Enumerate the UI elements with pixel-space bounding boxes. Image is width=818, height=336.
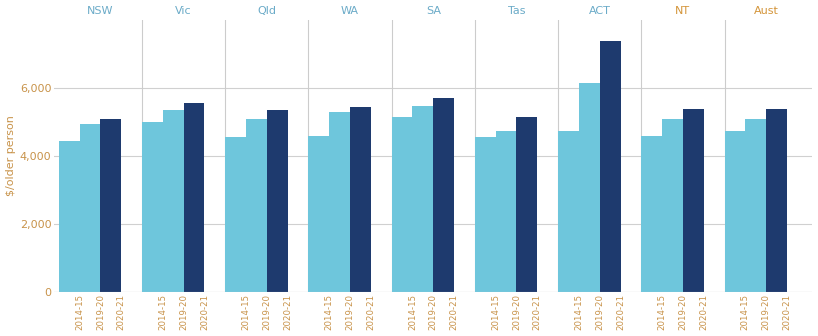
Bar: [79, 124, 101, 292]
Bar: [225, 137, 246, 292]
Bar: [184, 103, 204, 292]
Bar: [412, 106, 434, 292]
Bar: [516, 117, 537, 292]
Bar: [142, 122, 163, 292]
Bar: [683, 109, 703, 292]
Bar: [641, 136, 662, 292]
Bar: [392, 117, 412, 292]
Bar: [308, 136, 330, 292]
Y-axis label: $/older person: $/older person: [6, 116, 16, 197]
Bar: [246, 119, 267, 292]
Bar: [101, 119, 121, 292]
Bar: [662, 119, 683, 292]
Bar: [725, 131, 745, 292]
Bar: [475, 137, 496, 292]
Bar: [600, 41, 621, 292]
Bar: [330, 112, 350, 292]
Bar: [496, 131, 516, 292]
Bar: [59, 141, 79, 292]
Bar: [267, 110, 288, 292]
Bar: [163, 110, 184, 292]
Bar: [766, 109, 787, 292]
Bar: [745, 119, 766, 292]
Bar: [434, 98, 454, 292]
Bar: [558, 131, 579, 292]
Bar: [579, 83, 600, 292]
Bar: [350, 107, 371, 292]
